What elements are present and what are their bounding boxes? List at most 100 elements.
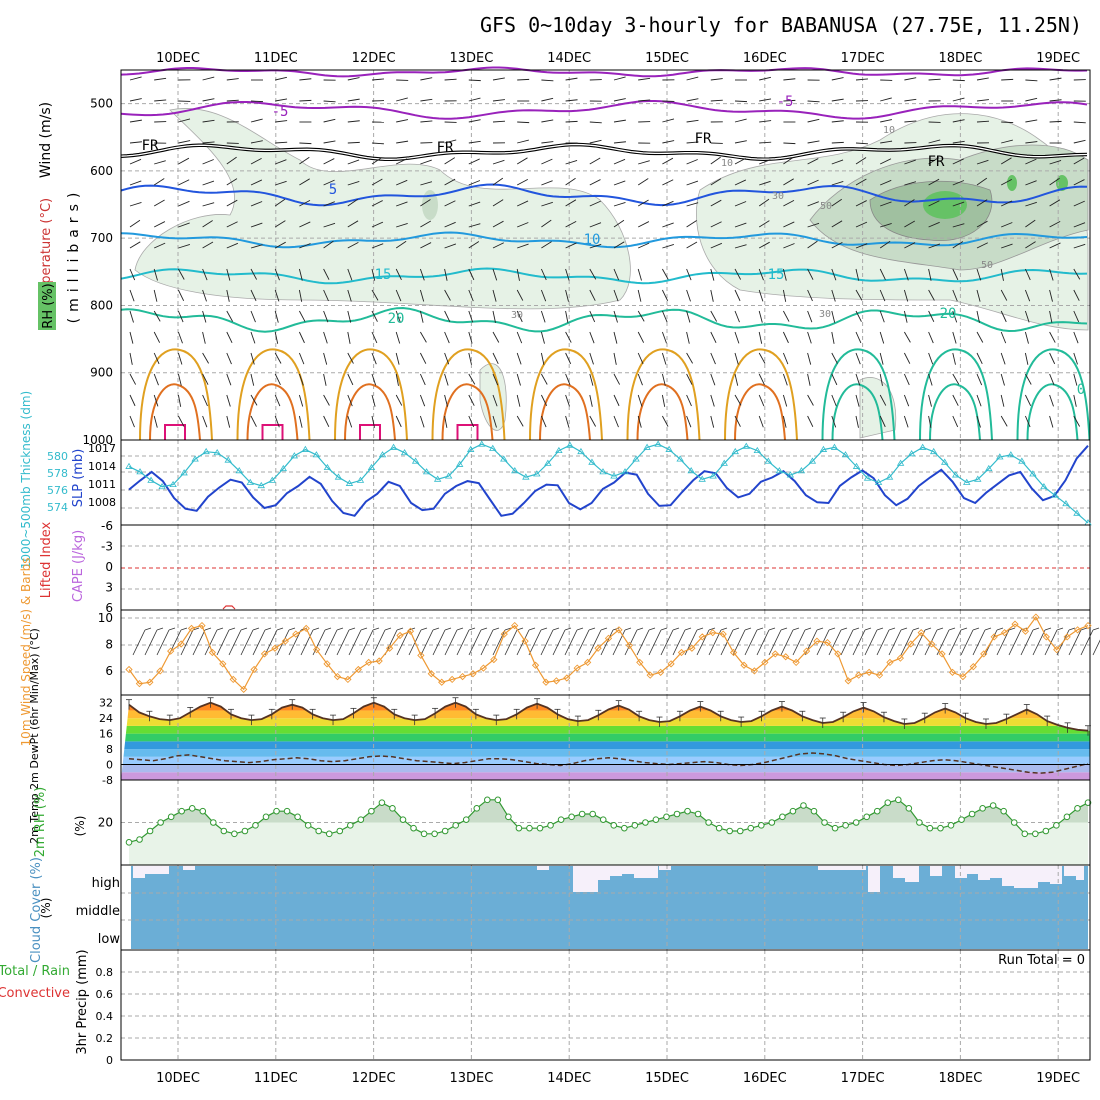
wind-barb: [468, 268, 475, 281]
wind-barb: [153, 289, 158, 302]
wind-barb: [419, 310, 424, 323]
wind-barb: [782, 373, 788, 386]
thickness-point: [929, 447, 938, 455]
thickness-point: [952, 471, 960, 478]
thickness-point: [985, 464, 993, 472]
wind-barb: [444, 289, 451, 301]
lifted-index-label: Lifted Index: [39, 521, 54, 598]
wind10m-point: [792, 658, 800, 667]
wind-barb: [589, 394, 593, 407]
thickness-point: [1073, 509, 1081, 516]
contour-label: FR: [928, 154, 945, 170]
wind-barb: [492, 77, 505, 81]
rh2m-point: [1063, 813, 1071, 821]
wind-barb: [662, 157, 674, 165]
contour-label: 10: [584, 232, 601, 248]
wind10m-barb: [1068, 627, 1076, 631]
wind10m-barb: [984, 627, 992, 631]
wind-barb: [299, 243, 311, 249]
diurnal-contour: [246, 383, 299, 441]
wind10m-barb: [624, 629, 638, 656]
bottom-date-label: 19DEC: [1036, 1071, 1080, 1086]
wind-barb: [371, 243, 384, 249]
wind-barb: [395, 394, 403, 406]
wind-barb: [831, 373, 838, 386]
wind-barb: [129, 289, 135, 302]
rh2m-point: [146, 827, 154, 835]
wind-barb: [371, 289, 379, 301]
wind10m-barb: [600, 629, 614, 656]
wind-barb: [710, 178, 722, 186]
wind-barb: [129, 158, 142, 165]
contour-label: -5: [777, 94, 794, 110]
contour-label: -5: [272, 104, 289, 120]
wind-barb: [516, 352, 522, 365]
wind-barb: [202, 159, 214, 165]
wind10m-point: [135, 680, 144, 688]
wind10m-barb: [216, 627, 224, 631]
wind-barb: [807, 201, 819, 207]
wind-barb: [250, 140, 263, 144]
wind-barb: [444, 268, 448, 281]
wind10m-barb: [768, 627, 776, 631]
wind-barb: [299, 221, 311, 228]
wind-barb: [250, 244, 263, 249]
wind-barb: [565, 220, 577, 228]
wind10m-barb: [852, 627, 860, 631]
wind-barb: [976, 159, 989, 165]
wind10m-barb: [180, 627, 188, 631]
wind10m-barb: [1080, 627, 1088, 631]
wind10m-point: [928, 640, 936, 648]
wind-barb: [734, 394, 742, 406]
wind-barb: [565, 352, 572, 365]
wind-barb: [1025, 219, 1036, 228]
wind-barb: [395, 289, 402, 302]
wind-barb: [613, 394, 620, 407]
wind-barb: [517, 243, 529, 249]
wind-barb: [177, 310, 184, 323]
thickness-point: [400, 448, 409, 456]
rh2m-point: [167, 813, 175, 821]
bottom-date-label: 10DEC: [156, 1071, 200, 1086]
wind-barb: [807, 310, 813, 323]
wind10m-point: [959, 672, 967, 681]
diurnal-contour-hot: [261, 424, 284, 440]
wind-barb: [1000, 178, 1013, 186]
diurnal-contour: [139, 348, 213, 441]
thickness-point: [312, 451, 321, 458]
upper-unit-label: (millibars): [66, 187, 82, 324]
wind-barb: [178, 140, 191, 144]
wind10m-point: [855, 671, 863, 679]
diurnal-contour: [724, 348, 798, 441]
top-date-label: 16DEC: [743, 51, 787, 66]
wind-barb: [226, 78, 239, 81]
wind10m-point: [531, 661, 540, 669]
wind-barb: [371, 178, 383, 186]
wind-barb: [1000, 157, 1012, 165]
wind-barb: [589, 200, 601, 207]
wind-barb: [226, 156, 237, 165]
thickness-point: [731, 447, 739, 455]
wind-barb: [492, 310, 496, 323]
wind-barb: [928, 394, 932, 407]
wind10m-barb: [972, 627, 980, 631]
thickness-point: [279, 464, 288, 472]
wind10m-point: [198, 621, 206, 630]
diurnal-contour: [1026, 383, 1079, 441]
wind-barb: [129, 119, 142, 123]
thickness-point: [599, 468, 607, 475]
wind-barb: [831, 352, 838, 364]
wind10m-point: [563, 674, 571, 682]
wind-barb: [153, 199, 165, 207]
wind-barb: [589, 157, 601, 165]
wind-barb: [710, 310, 718, 322]
top-date-label: 13DEC: [449, 51, 493, 66]
wind-barb: [419, 415, 425, 428]
temp-band: [121, 749, 1090, 757]
wind10m-point: [281, 637, 289, 645]
rh2m-point: [726, 827, 733, 835]
wind-barb: [153, 352, 160, 365]
rh2m-point: [568, 813, 575, 821]
thickness-point: [874, 478, 883, 485]
rh2m-point: [441, 827, 449, 835]
